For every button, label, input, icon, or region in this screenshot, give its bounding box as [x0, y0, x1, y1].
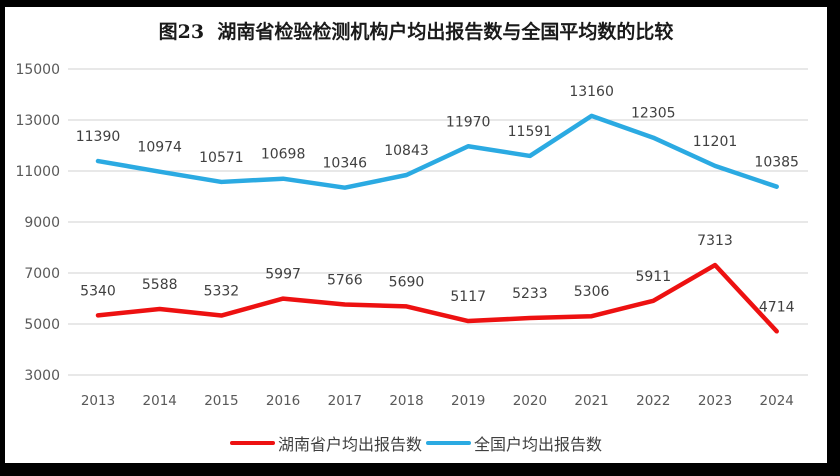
data-label: 5340	[80, 283, 116, 299]
legend-label-hunan: 湖南省户均出报告数	[277, 435, 422, 454]
data-label: 10698	[261, 147, 306, 163]
x-axis-label: 2020	[513, 393, 547, 409]
x-axis-label: 2016	[266, 393, 300, 409]
x-axis-label: 2024	[760, 393, 794, 409]
x-axis-label: 2015	[204, 393, 238, 409]
data-label: 7313	[697, 233, 733, 249]
data-label: 5766	[327, 272, 363, 288]
data-label: 5911	[635, 269, 671, 285]
y-axis-tick-label: 7000	[24, 266, 60, 282]
y-axis-tick-label: 3000	[24, 368, 60, 384]
legend-line-swatch-hunan	[229, 441, 275, 445]
data-label: 10974	[137, 140, 182, 156]
data-label: 5332	[204, 284, 240, 300]
y-axis-tick-label: 5000	[24, 317, 60, 333]
data-label: 5690	[389, 274, 425, 290]
line-chart-canvas: 15000 13000 11000 9000 7000 5000 3000 2013 2014 2…	[15, 62, 808, 409]
chart-title: 图23 湖南省检验检测机构户均出报告数与全国平均数的比较	[158, 21, 674, 43]
series-line-0	[95, 262, 779, 334]
data-label: 5233	[512, 286, 548, 302]
legend-item-hunan: 湖南省户均出报告数	[229, 431, 422, 455]
data-label: 11390	[76, 129, 121, 145]
data-label: 5997	[265, 267, 301, 283]
data-label: 10346	[323, 156, 368, 172]
data-label: 5117	[450, 289, 486, 305]
data-label: 11201	[693, 134, 738, 150]
data-label: 11591	[508, 124, 553, 140]
legend-item-national: 全国户均出报告数	[426, 431, 602, 455]
data-label: 10843	[384, 143, 429, 159]
data-label: 10571	[199, 150, 244, 166]
data-label: 5306	[574, 284, 610, 300]
x-axis-label: 2021	[574, 393, 608, 409]
y-axis-tick-label: 9000	[24, 215, 60, 231]
chart-legend: 湖南省户均出报告数 全国户均出报告数	[5, 431, 827, 455]
data-label: 12305	[631, 106, 676, 122]
data-label: 5588	[142, 277, 178, 293]
legend-line-swatch-national	[426, 441, 471, 445]
x-axis-label: 2014	[143, 393, 177, 409]
data-label: 13160	[569, 84, 614, 100]
x-axis-label: 2017	[328, 393, 362, 409]
y-axis-tick-label: 11000	[15, 164, 60, 180]
y-axis-tick-label: 15000	[15, 62, 60, 78]
data-label: 4714	[759, 299, 795, 315]
series-line-1	[95, 113, 779, 190]
data-label: 10385	[754, 155, 799, 171]
x-axis-label: 2022	[636, 393, 670, 409]
x-axis-label: 2018	[389, 393, 423, 409]
legend-label-national: 全国户均出报告数	[474, 435, 603, 454]
data-label: 11970	[446, 114, 491, 130]
x-axis-label: 2013	[81, 393, 115, 409]
y-axis-tick-label: 13000	[15, 113, 60, 129]
x-axis-label: 2023	[698, 393, 732, 409]
x-axis-label: 2019	[451, 393, 485, 409]
